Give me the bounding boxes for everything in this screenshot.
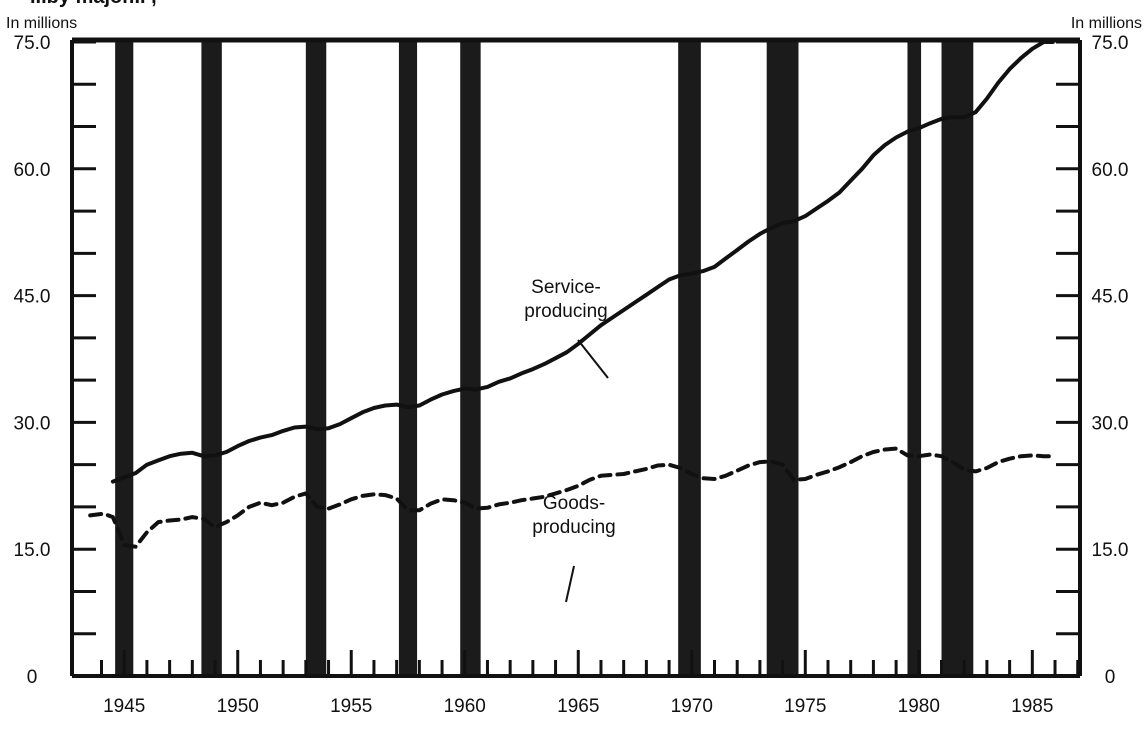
recession-bar-5: [460, 40, 481, 676]
x-tick-label: 1955: [330, 696, 372, 717]
y-unit-label-right: In millions: [1071, 15, 1142, 32]
goods-producing-label: Goods-: [543, 493, 605, 514]
y-tick-label-right: 30.0: [1092, 413, 1129, 434]
y-tick-label-right: 45.0: [1092, 287, 1129, 308]
recession-bar-2: [201, 40, 222, 676]
recession-bar-4: [398, 40, 418, 676]
recession-bar-9: [941, 40, 974, 676]
x-tick-label: 1980: [898, 696, 940, 717]
service-producing-label: producing: [524, 301, 607, 322]
recession-bar-7: [766, 40, 799, 676]
annotations: Service-producing Goods-producing: [524, 277, 616, 603]
y-tick-label-right: 60.0: [1092, 160, 1129, 181]
x-tick-label: 1945: [103, 696, 145, 717]
y-tick-label-left: 0: [27, 667, 38, 688]
chart-title-fragment: ...by major... ,: [30, 0, 157, 9]
y-tick-label-left: 75.0: [14, 33, 51, 54]
y-tick-label-left: 30.0: [14, 413, 51, 434]
y-tick-label-right: 15.0: [1092, 540, 1129, 561]
y-tick-label-right: 75.0: [1092, 33, 1129, 54]
service-producing-line: [110, 40, 1055, 484]
chart-frame: [70, 37, 1082, 678]
recession-bar-6: [678, 40, 701, 676]
x-tick-label: 1985: [1011, 696, 1053, 717]
x-tick-label: 1960: [444, 696, 486, 717]
goods-producing-leader-line: [565, 565, 575, 603]
service-producing-label: Service-: [531, 277, 601, 298]
y-unit-label-left: In millions: [6, 15, 77, 32]
y-tick-label-left: 15.0: [14, 540, 51, 561]
recession-bar-1: [115, 40, 134, 676]
series-lines: [88, 40, 1055, 549]
x-tick-label: 1970: [671, 696, 713, 717]
y-tick-label-right: 0: [1105, 667, 1116, 688]
axis-ticks: [72, 40, 1080, 676]
x-tick-label: 1950: [217, 696, 259, 717]
recession-bars: [115, 40, 974, 676]
goods-producing-line: [88, 446, 1055, 549]
goods-producing-label: producing: [532, 517, 615, 538]
y-tick-label-left: 45.0: [14, 287, 51, 308]
axis-labels: 0 0 15.0 15.0 30.0 30.0 45.0 45.0 60.0 60.0 75.0 75…: [6, 15, 1142, 717]
recession-bar-3: [305, 40, 327, 676]
x-tick-label: 1975: [784, 696, 826, 717]
y-tick-label-left: 60.0: [14, 160, 51, 181]
x-tick-label: 1965: [557, 696, 599, 717]
recession-bar-8: [907, 40, 922, 676]
service-producing-leader-line: [577, 339, 609, 379]
